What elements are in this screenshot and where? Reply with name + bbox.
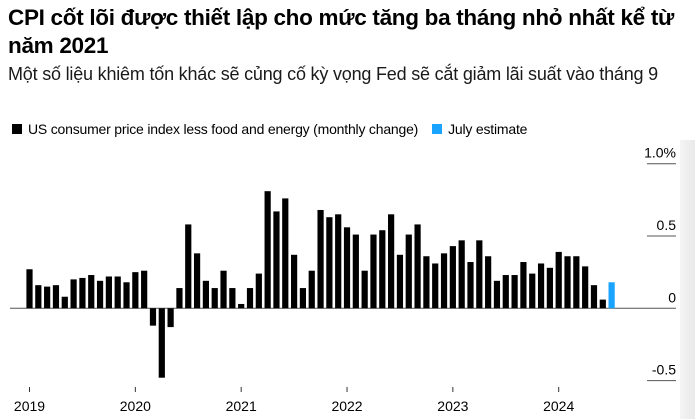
bar-core-cpi (370, 234, 377, 309)
bar-core-cpi (141, 270, 148, 309)
x-tick-label: 2021 (226, 398, 257, 414)
bar-core-cpi (149, 308, 157, 326)
bar-core-cpi (202, 280, 209, 309)
bar-core-cpi (423, 256, 430, 309)
bar-core-cpi (590, 285, 598, 309)
bar-july-estimate (608, 282, 615, 309)
bar-core-cpi (564, 256, 571, 309)
bar-core-cpi (352, 234, 359, 309)
bar-core-cpi (520, 262, 527, 309)
bar-core-cpi (414, 224, 421, 309)
bar-core-cpi (282, 198, 289, 309)
bar-core-cpi (388, 214, 395, 309)
bar-core-cpi (449, 246, 456, 309)
bar-core-cpi (132, 272, 139, 309)
bar-core-cpi (335, 214, 342, 309)
bar-core-cpi (291, 254, 298, 309)
bar-core-cpi (185, 224, 192, 309)
bar-core-cpi (379, 230, 386, 309)
chart-title: CPI cốt lõi được thiết lập cho mức tăng … (8, 5, 675, 58)
bar-core-cpi (493, 280, 501, 309)
chart-subtitle: Một số liệu khiêm tốn khác sẽ củng cố kỳ… (8, 64, 658, 84)
bar-core-cpi (26, 269, 33, 309)
bar-core-cpi (79, 277, 86, 309)
x-tick-label: 2023 (437, 398, 468, 414)
y-tick-label: 0 (668, 289, 676, 305)
bar-core-cpi (326, 217, 333, 309)
bar-core-cpi (432, 263, 439, 309)
legend-item-core-cpi: US consumer price index less food and en… (12, 120, 418, 138)
bar-core-cpi (308, 270, 315, 309)
x-tick-label: 2019 (14, 398, 45, 414)
bar-core-cpi (105, 276, 112, 309)
bar-core-cpi (511, 275, 518, 309)
y-tick-label: 0.5 (657, 217, 677, 233)
bar-core-cpi (502, 275, 509, 309)
bar-core-cpi (167, 308, 174, 328)
bar-core-cpi (396, 254, 404, 309)
y-axis: 1.0% 0.5 0 -0.5 (644, 145, 677, 382)
x-tick-label: 2020 (120, 398, 151, 414)
bar-core-cpi (114, 276, 121, 309)
bar-core-cpi (343, 227, 351, 309)
bar-core-cpi (273, 211, 280, 309)
legend-item-july-estimate: July estimate (432, 120, 527, 138)
y-tick-label: -0.5 (652, 362, 676, 378)
bar-core-cpi (123, 282, 130, 309)
bar-core-cpi (440, 253, 448, 309)
bar-core-cpi (582, 266, 589, 309)
bars (26, 191, 615, 378)
bar-core-cpi (467, 262, 474, 309)
bar-core-cpi (229, 288, 236, 309)
bar-core-cpi (537, 263, 545, 309)
bar-core-cpi (70, 279, 77, 309)
bar-core-cpi (238, 303, 245, 309)
bar-core-cpi (44, 286, 51, 309)
bar-core-cpi (35, 285, 42, 309)
legend-label-core-cpi: US consumer price index less food and en… (28, 121, 419, 137)
bar-core-cpi (176, 288, 183, 309)
legend-label-july-estimate: July estimate (448, 121, 528, 137)
bar-core-cpi (458, 240, 465, 309)
legend-swatch-core-cpi (12, 124, 22, 134)
bar-core-cpi (61, 296, 68, 309)
bar-core-cpi (158, 308, 165, 378)
legend-swatch-july-estimate (432, 124, 443, 134)
bar-core-cpi (361, 270, 368, 309)
x-axis: 2019 2020 2021 2022 2023 2024 (14, 387, 574, 414)
bar-core-cpi (555, 251, 562, 309)
bar-core-cpi (96, 280, 104, 309)
x-tick-label: 2024 (543, 398, 574, 414)
bar-core-cpi (599, 299, 606, 309)
bar-core-cpi (485, 256, 492, 309)
bar-core-cpi (246, 288, 254, 309)
legend: US consumer price index less food and en… (12, 120, 541, 138)
bar-core-cpi (546, 267, 553, 309)
bar-core-cpi (52, 285, 60, 309)
bar-core-cpi (220, 270, 227, 309)
scrollbar-strip (680, 140, 695, 419)
x-tick-label: 2022 (331, 398, 362, 414)
bar-core-cpi (264, 191, 271, 309)
bar-core-cpi (299, 288, 307, 309)
bar-core-cpi (193, 253, 201, 309)
bar-core-cpi (317, 209, 324, 309)
bar-core-cpi (573, 256, 580, 309)
bar-core-cpi (88, 275, 95, 309)
bar-core-cpi (529, 273, 536, 309)
bar-core-cpi (405, 234, 412, 309)
bar-core-cpi (476, 240, 483, 309)
bar-core-cpi (211, 288, 218, 309)
bar-core-cpi (255, 273, 262, 309)
y-tick-label: 1.0% (644, 145, 676, 161)
